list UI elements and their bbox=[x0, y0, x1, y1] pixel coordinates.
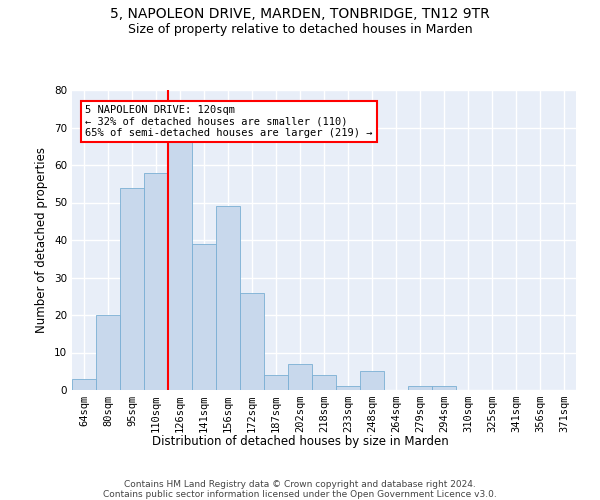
Bar bbox=[432, 386, 456, 390]
Bar bbox=[240, 292, 264, 390]
Bar bbox=[360, 371, 384, 390]
Bar bbox=[216, 206, 240, 390]
Bar bbox=[192, 244, 216, 390]
Bar bbox=[408, 386, 432, 390]
Bar bbox=[144, 172, 168, 390]
Text: Distribution of detached houses by size in Marden: Distribution of detached houses by size … bbox=[152, 435, 448, 448]
Text: 5, NAPOLEON DRIVE, MARDEN, TONBRIDGE, TN12 9TR: 5, NAPOLEON DRIVE, MARDEN, TONBRIDGE, TN… bbox=[110, 8, 490, 22]
Text: Size of property relative to detached houses in Marden: Size of property relative to detached ho… bbox=[128, 22, 472, 36]
Bar bbox=[120, 188, 144, 390]
Text: 5 NAPOLEON DRIVE: 120sqm
← 32% of detached houses are smaller (110)
65% of semi-: 5 NAPOLEON DRIVE: 120sqm ← 32% of detach… bbox=[85, 105, 373, 138]
Bar bbox=[312, 375, 336, 390]
Y-axis label: Number of detached properties: Number of detached properties bbox=[35, 147, 49, 333]
Bar bbox=[96, 315, 120, 390]
Bar bbox=[72, 379, 96, 390]
Bar bbox=[288, 364, 312, 390]
Text: Contains HM Land Registry data © Crown copyright and database right 2024.
Contai: Contains HM Land Registry data © Crown c… bbox=[103, 480, 497, 500]
Bar bbox=[168, 138, 192, 390]
Bar bbox=[336, 386, 360, 390]
Bar bbox=[264, 375, 288, 390]
